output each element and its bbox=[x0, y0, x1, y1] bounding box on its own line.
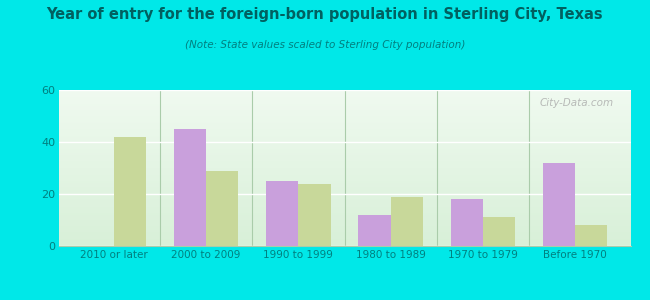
Bar bbox=[266, 181, 298, 246]
Text: Year of entry for the foreign-born population in Sterling City, Texas: Year of entry for the foreign-born popul… bbox=[47, 8, 603, 22]
Bar bbox=[483, 218, 515, 246]
Bar bbox=[298, 184, 331, 246]
Bar bbox=[114, 137, 146, 246]
Bar bbox=[358, 215, 391, 246]
Bar bbox=[206, 171, 239, 246]
Bar bbox=[543, 163, 575, 246]
Bar bbox=[174, 129, 206, 246]
Bar bbox=[575, 225, 608, 246]
Text: (Note: State values scaled to Sterling City population): (Note: State values scaled to Sterling C… bbox=[185, 40, 465, 50]
Legend: Sterling City, Texas: Sterling City, Texas bbox=[248, 298, 441, 300]
Bar bbox=[450, 199, 483, 246]
Text: City-Data.com: City-Data.com bbox=[540, 98, 614, 108]
Bar bbox=[391, 196, 423, 246]
